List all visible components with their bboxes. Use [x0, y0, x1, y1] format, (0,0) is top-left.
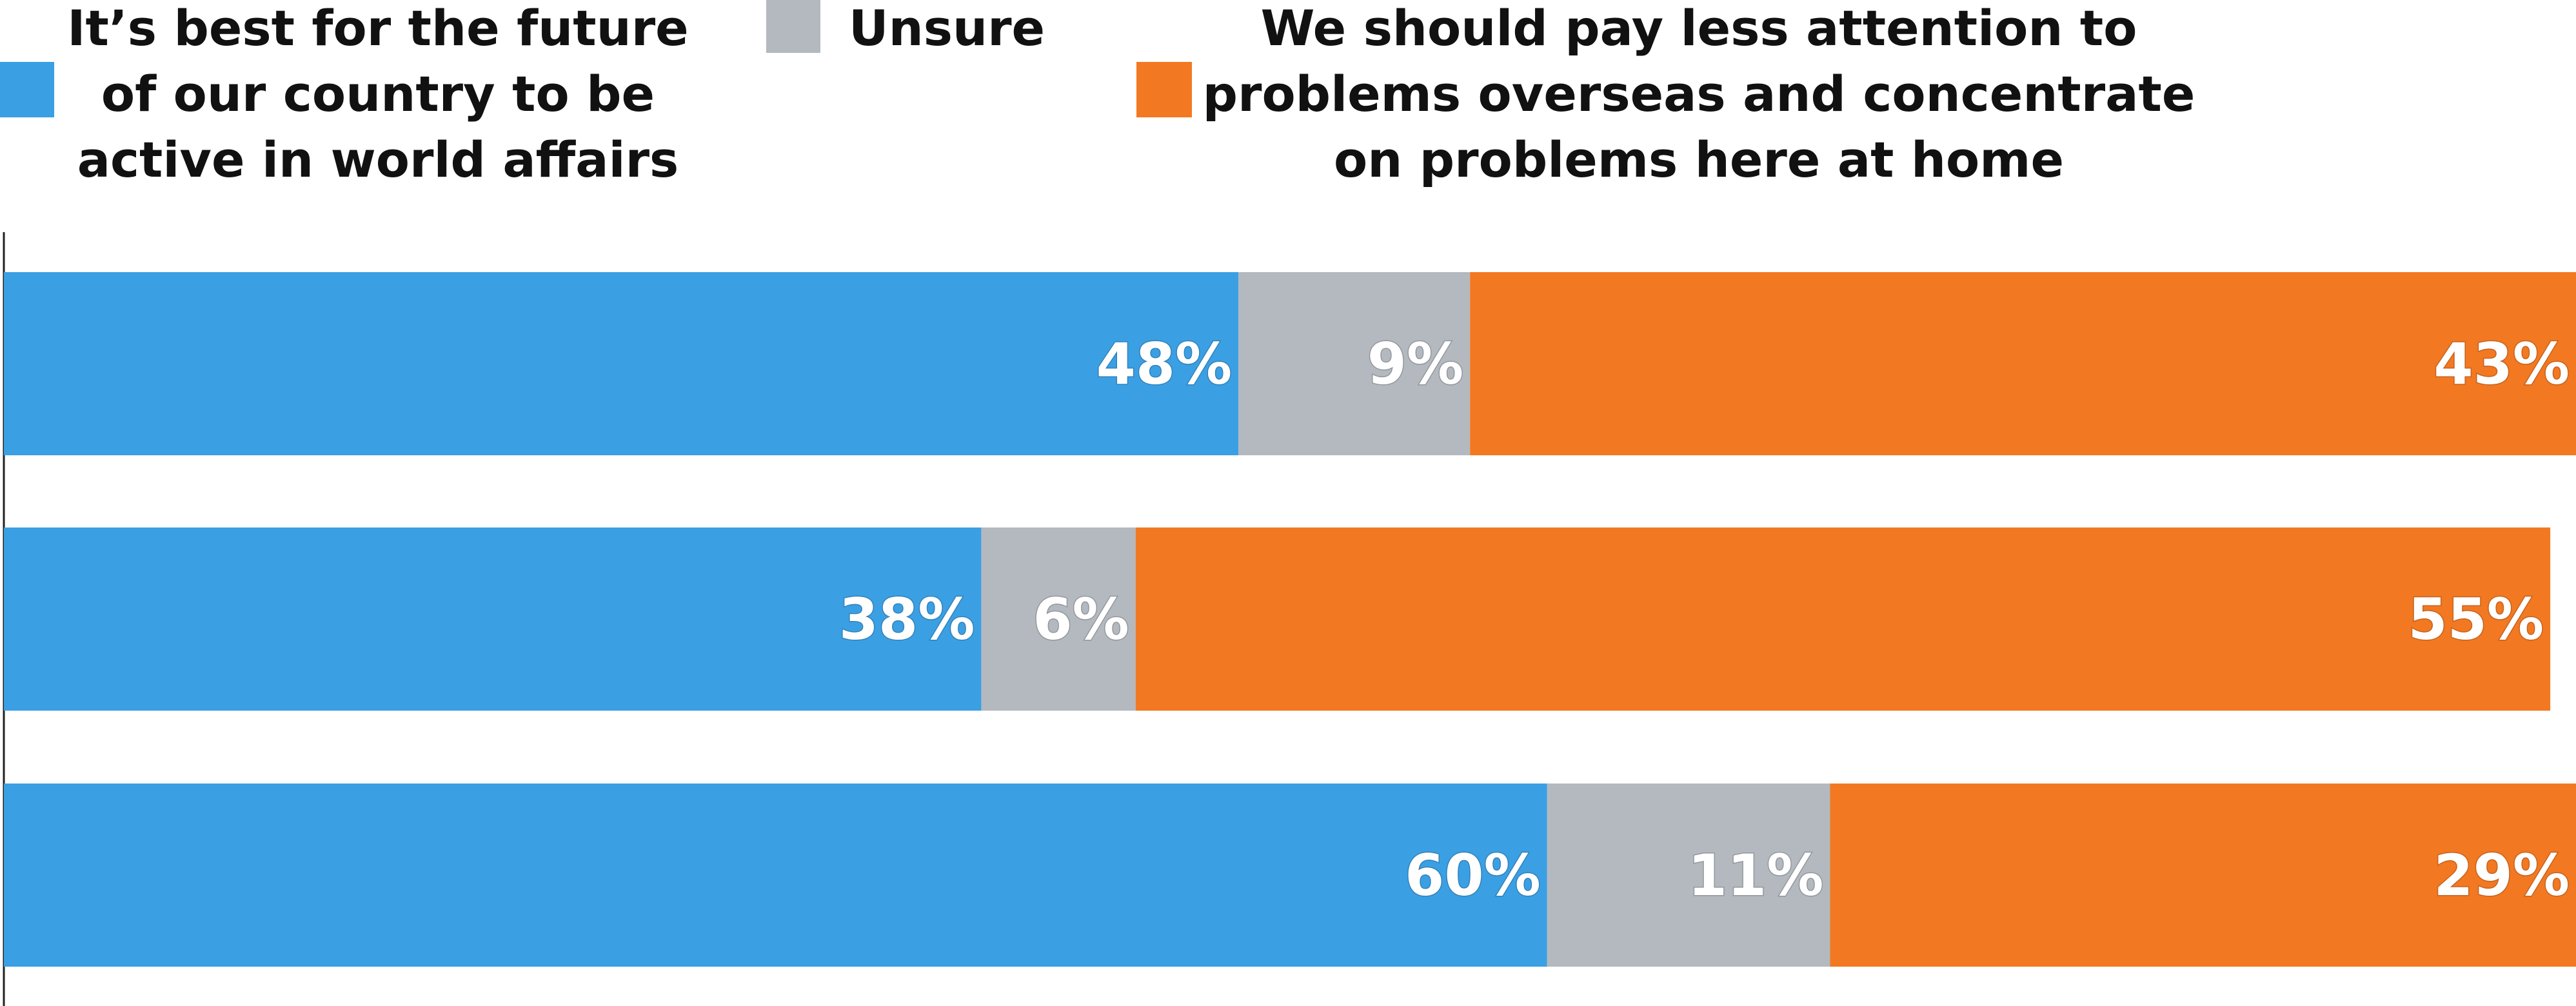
chart-legend: It’s best for the future of our country t…	[0, 0, 2195, 188]
data-label: 55%	[2408, 586, 2544, 653]
bar-segment	[4, 784, 1547, 967]
bar-segment	[1238, 272, 1471, 455]
legend-label: problems overseas and concentrate	[1203, 65, 2195, 123]
bar-row	[4, 528, 2551, 711]
bars-group	[4, 272, 2576, 967]
legend-item: Unsure	[766, 0, 1045, 57]
data-label: 60%	[1405, 842, 1541, 909]
data-label: 48%	[1096, 331, 1233, 397]
legend-item: It’s best for the future of our country t…	[0, 0, 689, 188]
bar-row	[4, 784, 2576, 967]
legend-swatch	[1136, 62, 1192, 117]
legend-swatch	[766, 0, 820, 53]
bar-segment	[1547, 784, 1830, 967]
bar-segment	[1470, 272, 2576, 455]
data-label: 38%	[839, 586, 975, 653]
data-label: 43%	[2433, 331, 2570, 397]
data-labels-group: 48% 9% 43% 38% 6% 55% 60% 11% 29%	[838, 330, 2570, 910]
legend-label: It’s best for the future	[67, 0, 688, 57]
legend-label: on problems here at home	[1334, 131, 2064, 188]
bar-segment	[4, 272, 1239, 455]
data-label: 6%	[1033, 586, 1129, 653]
legend-item: We should pay less attention to problems …	[1136, 0, 2195, 188]
legend-label: active in world affairs	[77, 131, 679, 188]
plot-area: 48% 9% 43% 38% 6% 55% 60% 11% 29%	[3, 232, 2576, 1006]
legend-swatch	[0, 62, 54, 117]
bar-segment	[1135, 528, 2551, 711]
bar-segment	[981, 528, 1136, 711]
bar-row	[4, 272, 2576, 455]
legend-label: of our country to be	[101, 65, 655, 123]
data-label: 11%	[1688, 842, 1824, 909]
legend-label: Unsure	[849, 0, 1045, 57]
bar-segment	[1830, 784, 2576, 967]
legend-label: We should pay less attention to	[1261, 0, 2137, 57]
data-label: 29%	[2433, 842, 2570, 909]
data-label: 9%	[1367, 331, 1463, 397]
bar-segment	[4, 528, 982, 711]
